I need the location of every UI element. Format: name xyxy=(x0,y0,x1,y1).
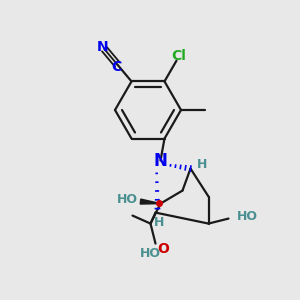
Polygon shape xyxy=(140,199,160,204)
Text: HO: HO xyxy=(236,210,257,223)
Text: HO: HO xyxy=(116,193,137,206)
Text: C: C xyxy=(111,60,122,74)
Text: N: N xyxy=(154,152,167,169)
Text: O: O xyxy=(158,242,169,256)
Text: H: H xyxy=(154,216,165,229)
Text: HO: HO xyxy=(140,247,161,260)
Text: H: H xyxy=(197,158,208,171)
Text: Cl: Cl xyxy=(171,49,186,63)
Text: N: N xyxy=(97,40,108,54)
